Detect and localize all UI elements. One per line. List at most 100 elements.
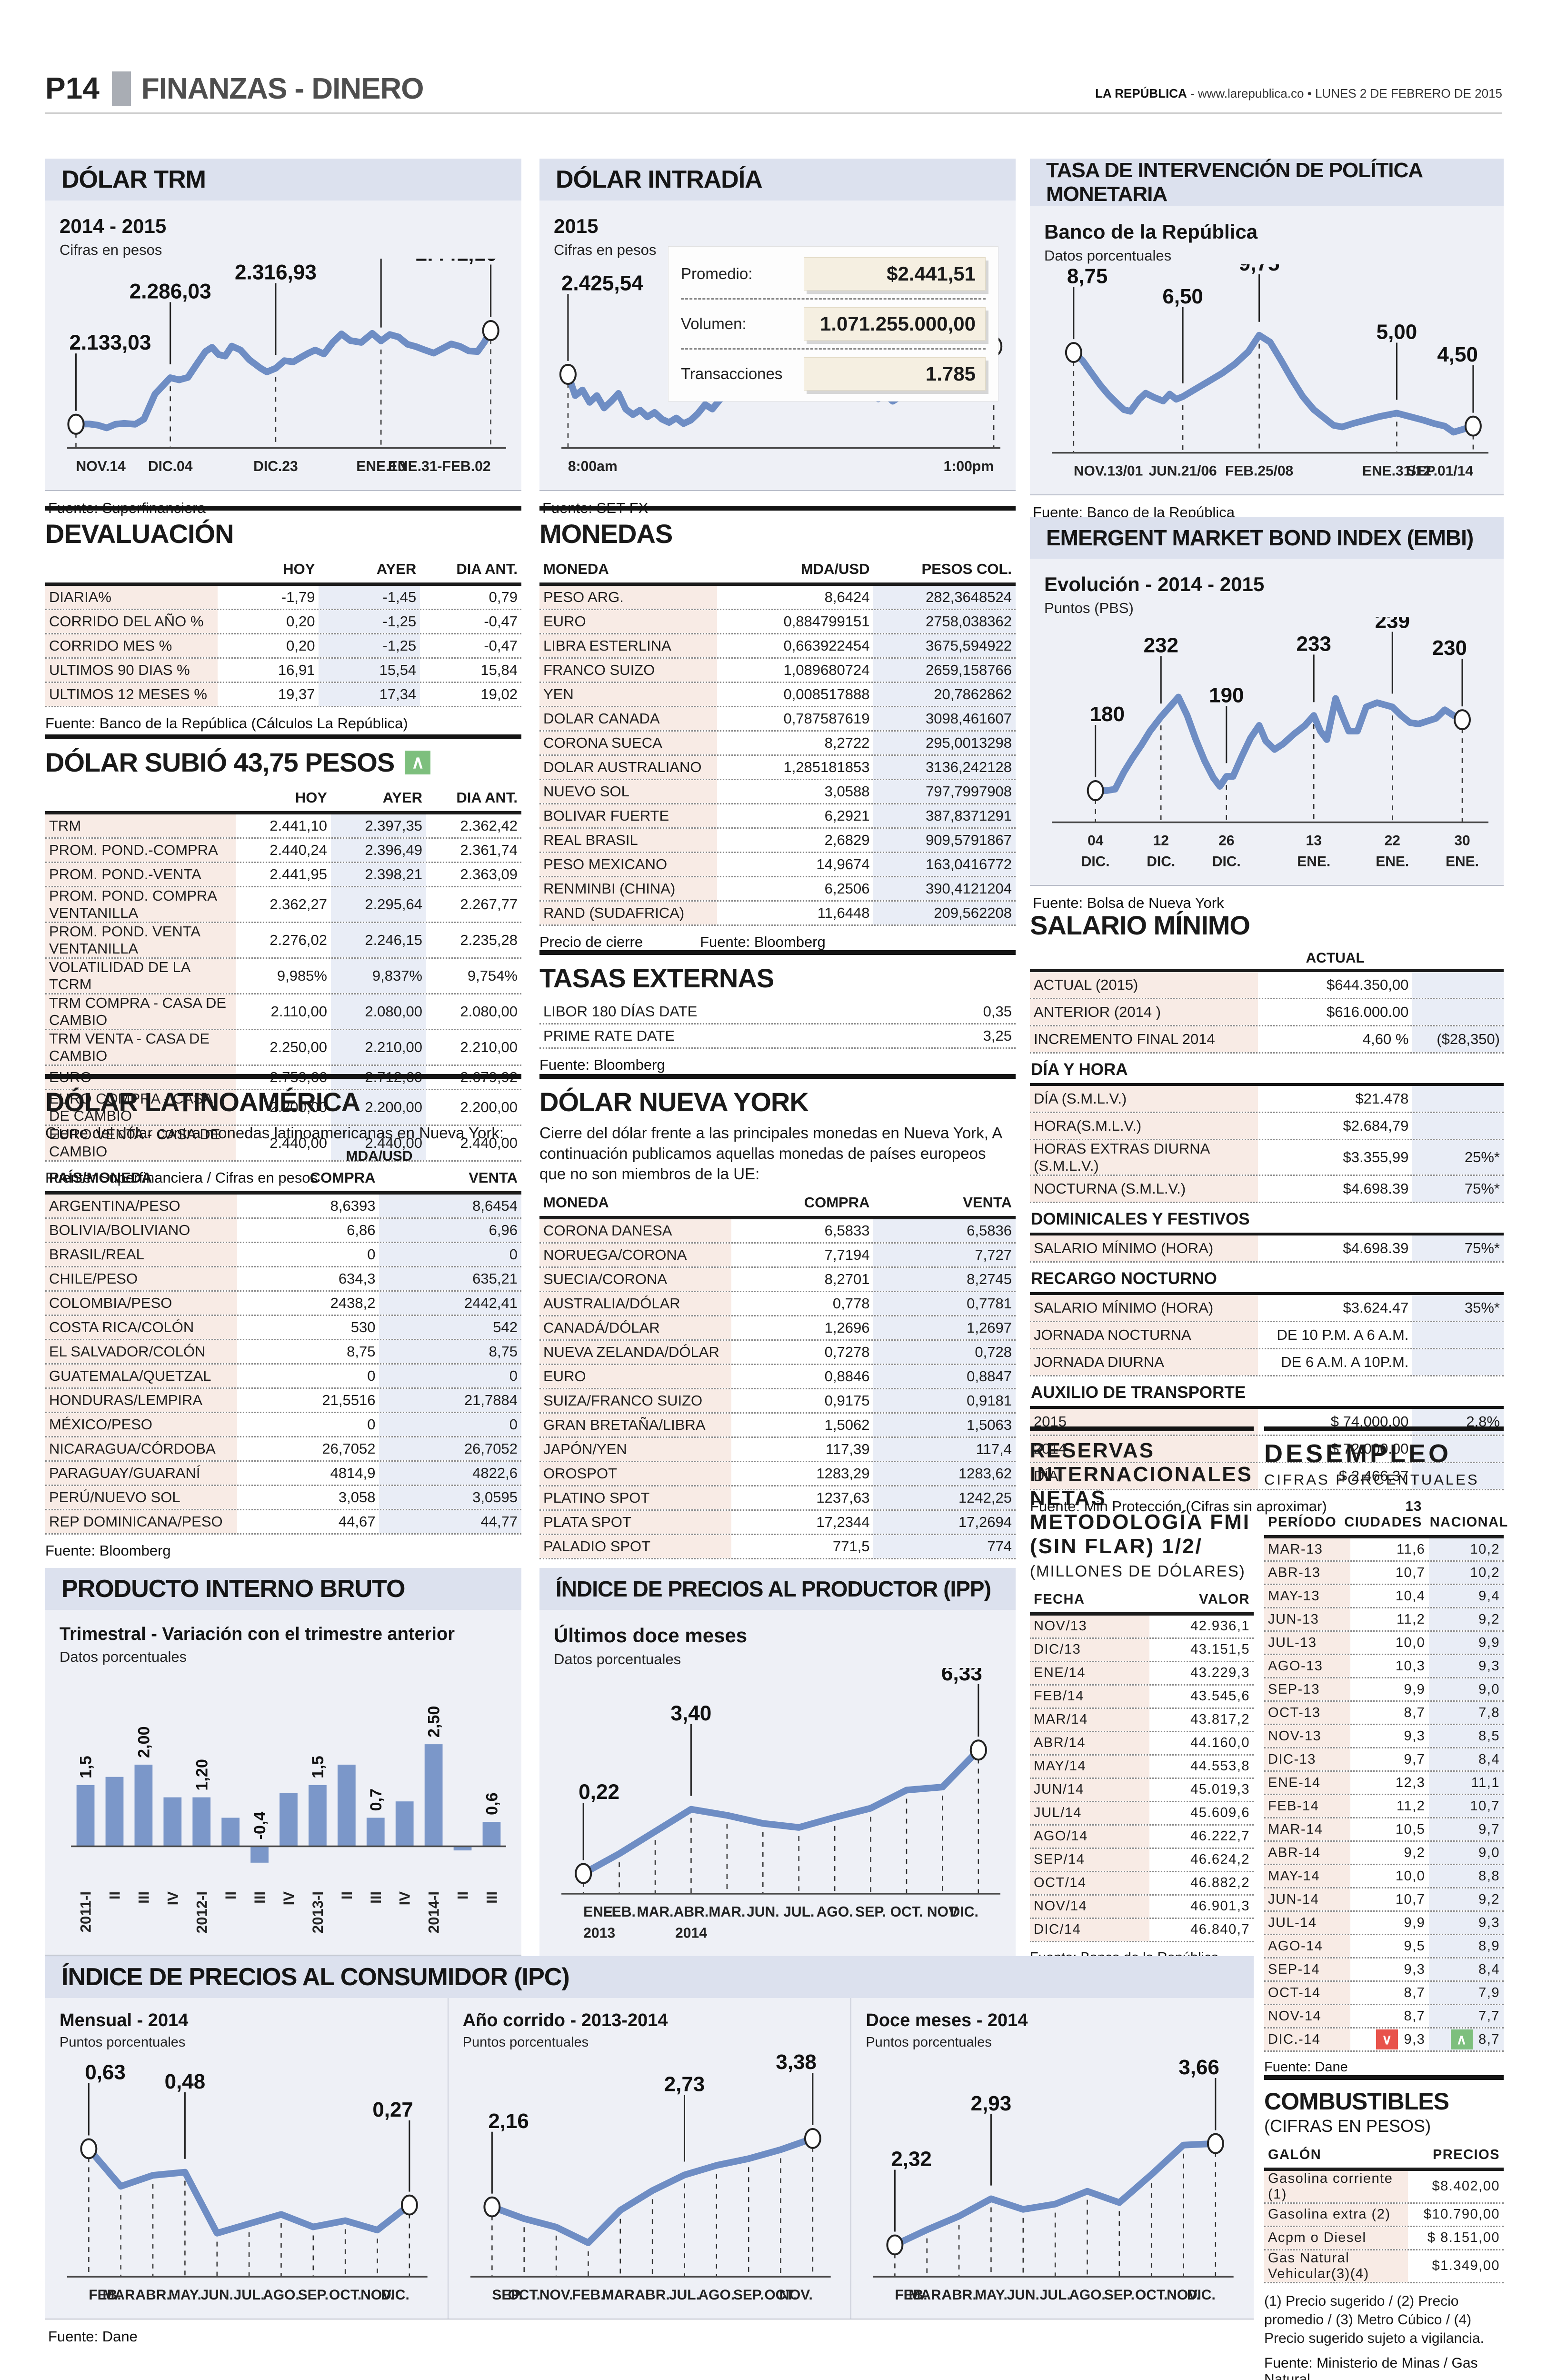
cell: 0,9181	[873, 1389, 1016, 1412]
salario-header: ACTUAL	[1030, 947, 1504, 972]
svg-text:MAR.: MAR.	[709, 1904, 745, 1920]
cell: PESO MEXICANO	[539, 853, 718, 876]
tasa-line-chart: 8,75 6,50 9,75 5,00 4,50 NOV.13/01 JUN.21/06 FE…	[1051, 264, 1489, 479]
source-note: Fuente: Superfinanciera	[45, 490, 521, 517]
cell: 8,4	[1429, 1958, 1504, 1980]
cell: GRAN BRETAÑA/LIBRA	[539, 1413, 731, 1436]
cell: LIBOR 180 DÍAS DATE	[543, 1003, 698, 1020]
cell: DIARIA%	[45, 586, 218, 609]
svg-text:ABR.: ABR.	[635, 2287, 669, 2303]
table-header: GALÓN PRECIOS	[1264, 2142, 1504, 2171]
svg-text:DIC.04: DIC.04	[148, 459, 193, 474]
cell: EURO VENTA - CASA DE CAMBIO	[45, 1126, 236, 1160]
table-row: SALARIO MÍNIMO (HORA) $4.698.39 75%*	[1030, 1235, 1504, 1263]
table-row: NICARAGUA/CÓRDOBA 26,7052 26,7052	[45, 1437, 521, 1462]
section-title: SALARIO MÍNIMO	[1030, 910, 1250, 940]
cell: OROSPOT	[539, 1462, 731, 1485]
devaluacion-table: HOY AYER DIA ANT. DIARIA% -1,79 -1,45 0,79 CORR…	[45, 556, 521, 707]
cell: 6,2921	[824, 807, 870, 824]
table-row: NOCTURNA (S.M.L.V.) $4.698.39 75%*	[1030, 1176, 1504, 1203]
table-row: CORONA DANESA 6,5833 6,5836	[539, 1219, 1016, 1244]
section-subtitle: Cierre del dólar contra monedas latinoam…	[45, 1124, 504, 1142]
table-row: DIC/13 43.151,5	[1030, 1638, 1254, 1662]
table-row: CORRIDO DEL AÑO % 0,20 -1,25 -0,47	[45, 610, 521, 634]
cell: FEB/14	[1030, 1685, 1150, 1707]
section-title: MONEDAS	[539, 519, 673, 549]
chart-unit: Puntos porcentuales	[462, 2035, 589, 2050]
svg-text:26: 26	[1218, 833, 1234, 848]
table-row: DÍA (S.M.L.V.) $21.478	[1030, 1086, 1504, 1113]
cell: AGO-13	[1264, 1655, 1351, 1677]
cell: TRM COMPRA - CASA DE CAMBIO	[45, 994, 236, 1029]
svg-text:3,66: 3,66	[1179, 2056, 1219, 2079]
cell: PARAGUAY/GUARANÍ	[45, 1461, 237, 1485]
svg-text:IV: IV	[397, 1891, 413, 1906]
col-header: HOY	[283, 561, 315, 577]
svg-text:-0,4: -0,4	[251, 1812, 269, 1840]
cell: 75%*	[1412, 1176, 1504, 1202]
col-header: HOY	[295, 789, 327, 806]
section-title: TASAS EXTERNAS	[539, 963, 774, 993]
col-header: MONEDA	[543, 561, 609, 577]
svg-text:AGO.: AGO.	[698, 2287, 735, 2303]
chart-subtitle: 2015	[554, 215, 599, 237]
col-header: FECHA	[1034, 1591, 1085, 1607]
panel-title: DÓLAR INTRADÍA	[539, 159, 1016, 201]
cell: JORNADA NOCTURNA	[1030, 1322, 1258, 1348]
section-combustibles: COMBUSTIBLES (CIFRAS EN PESOS) GALÓN PREC…	[1264, 2075, 1504, 2380]
svg-text:ENE.10: ENE.10	[356, 459, 406, 474]
ipc-doce-meses: Doce meses - 2014 Puntos porcentuales 2,…	[851, 1998, 1254, 2319]
table-row: EURO COMPRA - CASA DE CAMBIO 2.200,00 2.20…	[45, 1090, 521, 1126]
col-header: ACTUAL	[1306, 950, 1365, 966]
cell: 9,3	[1429, 1912, 1504, 1934]
cell: 10,0	[1395, 1635, 1426, 1650]
cell: 0	[379, 1243, 521, 1266]
cell: Acpm o Diesel	[1264, 2227, 1408, 2249]
cell: 0,787587619	[783, 710, 870, 727]
cell: COSTA RICA/COLÓN	[45, 1316, 237, 1339]
panel-body: Últimos doce meses Datos porcentuales 0,…	[539, 1610, 1016, 1957]
cell: INCREMENTO FINAL 2014	[1030, 1026, 1258, 1052]
cell: Gasolina corriente (1)	[1264, 2170, 1408, 2202]
table-row: JUN-13 11,2 9,2	[1264, 1608, 1504, 1632]
svg-text:0,6: 0,6	[483, 1793, 501, 1815]
table-header: PERÍODO 13 CIUDADES NACIONAL	[1264, 1494, 1507, 1538]
cell: 163,0416772	[873, 853, 1016, 876]
panel-title: ÍNDICE DE PRECIOS AL PRODUCTOR (IPP)	[539, 1568, 1016, 1610]
svg-text:JUL.: JUL.	[783, 1904, 814, 1920]
section-rule	[1030, 1426, 1254, 1431]
cell: $4.698.39	[1343, 1240, 1409, 1256]
chart-subtitle: Mensual - 2014	[60, 2010, 189, 2030]
cell: FEB-14	[1264, 1795, 1351, 1817]
cell: NOV/13	[1030, 1615, 1150, 1637]
cell: DIC-13	[1264, 1748, 1351, 1770]
svg-text:5,00: 5,00	[1377, 321, 1417, 344]
col-header: VENTA	[963, 1194, 1012, 1211]
svg-text:II: II	[339, 1891, 355, 1899]
cell: 9,9	[1404, 1681, 1426, 1697]
table-row: AGO-13 10,3 9,3	[1264, 1655, 1504, 1678]
cell: 0,008517888	[783, 686, 870, 703]
trm-line-chart: 2.133,032.286,032.316,932.406,712.441,10…	[67, 259, 506, 474]
svg-text:04: 04	[1088, 833, 1104, 848]
table-row: OROSPOT 1283,29 1283,62	[539, 1462, 1016, 1486]
table-row: YEN 0,008517888 20,7862862	[539, 683, 1016, 707]
cell: 0,79	[489, 589, 518, 605]
cell: JUN-14	[1264, 1888, 1351, 1910]
svg-text:230: 230	[1432, 636, 1467, 660]
panel-body: 2014 - 2015 Cifras en pesos 2.133,03 2.28…	[45, 201, 521, 491]
cell: 0	[367, 1367, 376, 1384]
cell: NORUEGA/CORONA	[539, 1243, 731, 1266]
cell	[1412, 1086, 1504, 1112]
table-row: JORNADA DIURNA DE 6 A.M. A 10P.M.	[1030, 1349, 1504, 1376]
cell: NICARAGUA/CÓRDOBA	[45, 1437, 237, 1460]
cell: 209,562208	[873, 902, 1016, 924]
cell: 10,7	[1429, 1795, 1504, 1817]
cell: 45.609,6	[1190, 1805, 1250, 1821]
svg-text:SEP.: SEP.	[492, 2287, 522, 2303]
section-title: DESEMPLEO	[1264, 1439, 1452, 1468]
cell: 20,7862862	[873, 683, 1016, 706]
svg-text:JUN.21/06: JUN.21/06	[1148, 463, 1217, 479]
reservas-table: FECHA VALOR NOV/13 42.936,1 DIC/13 43.151,5 EN…	[1030, 1587, 1254, 1942]
cell: COLOMBIA/PESO	[45, 1291, 237, 1315]
